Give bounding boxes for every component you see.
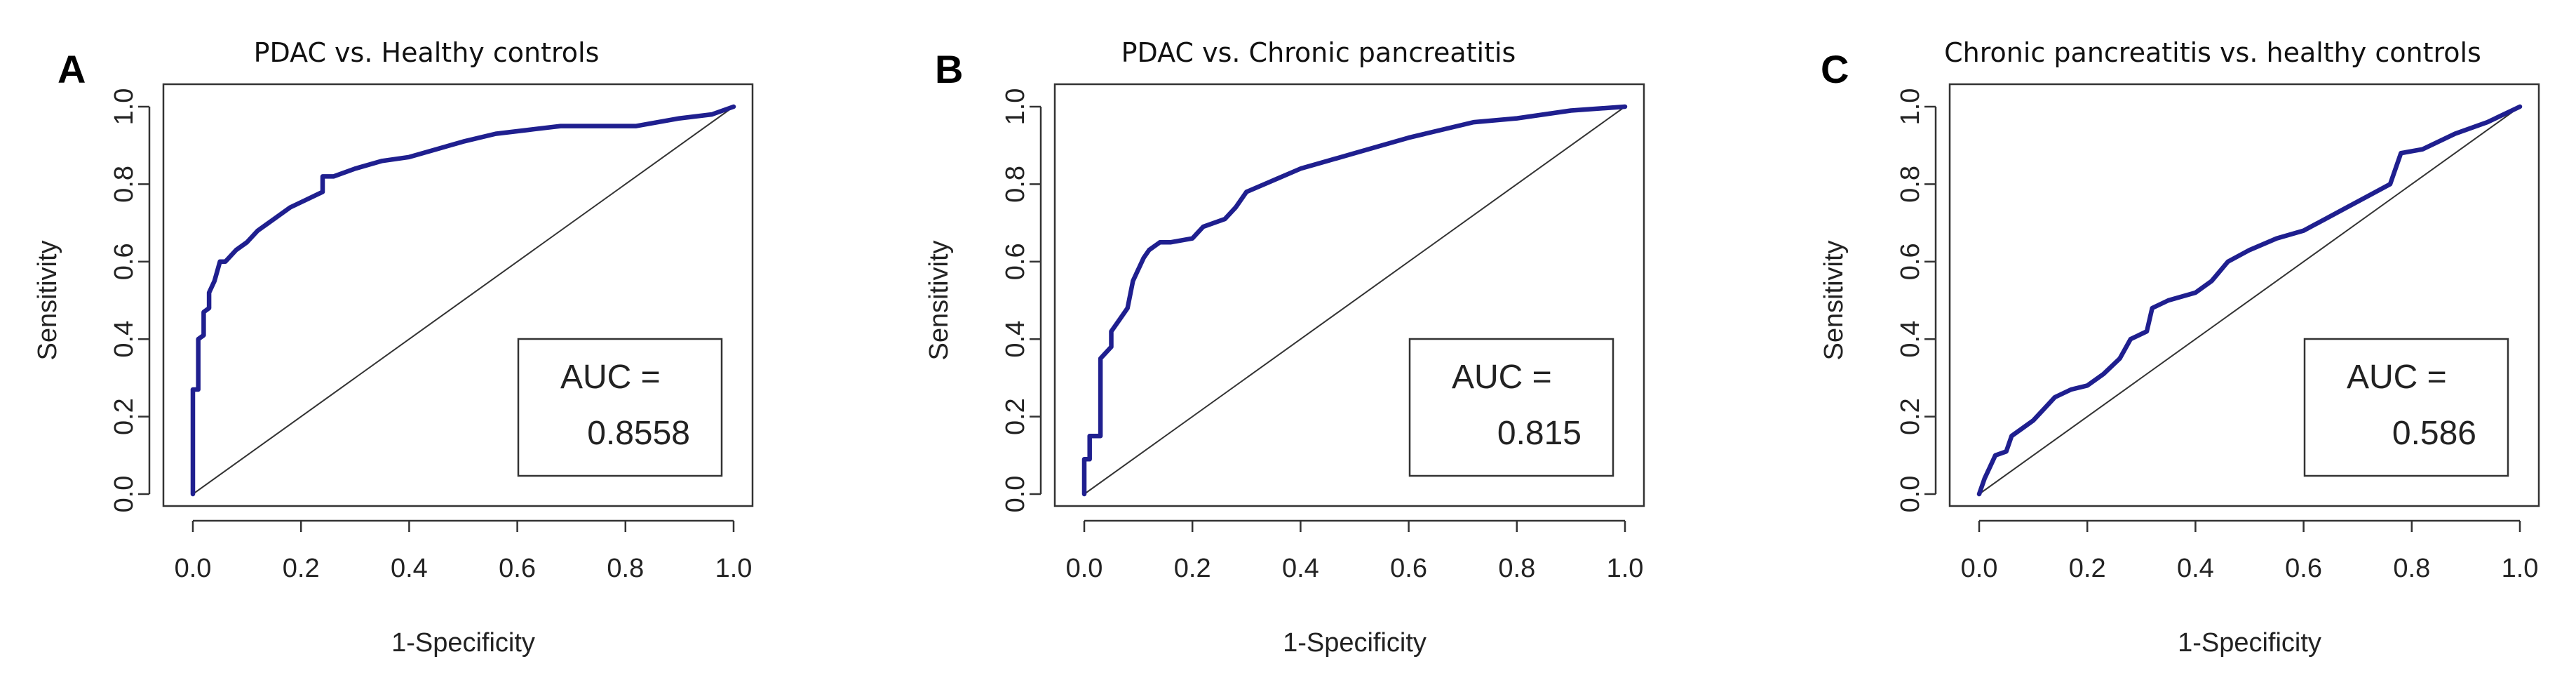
reference-diagonal	[1084, 106, 1626, 495]
plot-frame	[1053, 83, 1645, 507]
x-tick-label: 0.2	[1174, 554, 1211, 583]
panel-letter: C	[1821, 47, 1849, 91]
plot-frame	[1948, 83, 2540, 507]
y-tick-label: 0.6	[1896, 243, 1925, 280]
y-tick-label: 0.4	[1896, 321, 1925, 358]
x-axis-label: 1-Specificity	[391, 628, 535, 658]
x-axis-label: 1-Specificity	[1283, 628, 1427, 658]
roc-panel-b: B PDAC vs. Chronic pancreatitis 0.0 0.2 0.4 0…	[924, 37, 1645, 658]
x-tick-label: 0.0	[1961, 554, 1998, 583]
y-tick-label: 0.2	[109, 398, 139, 435]
auc-box	[517, 338, 723, 477]
auc-box	[2303, 338, 2509, 477]
x-tick-label: 0.6	[2285, 554, 2322, 583]
y-tick-label: 0.0	[1001, 476, 1030, 513]
chart-title: Chronic pancreatitis vs. healthy control…	[1944, 37, 2481, 68]
roc-curve	[1081, 104, 1628, 497]
auc-label: AUC =	[1452, 359, 1552, 396]
y-tick-label: 0.6	[109, 243, 139, 280]
x-tick-label: 0.2	[283, 554, 320, 583]
x-tick-label: 0.0	[1066, 554, 1103, 583]
reference-diagonal	[192, 106, 734, 495]
y-tick-label: 0.0	[109, 476, 139, 513]
auc-box	[1408, 338, 1614, 477]
x-tick-label: 0.4	[391, 554, 428, 583]
y-tick-label: 0.2	[1001, 398, 1030, 435]
auc-value: 0.815	[1497, 415, 1582, 452]
y-tick-label: 0.2	[1896, 398, 1925, 435]
auc-label: AUC =	[560, 359, 661, 396]
chart-title: PDAC vs. Chronic pancreatitis	[1121, 37, 1516, 68]
y-axis-label: Sensitivity	[33, 240, 62, 360]
y-tick-label: 0.8	[1001, 166, 1030, 203]
x-tick-label: 0.8	[607, 554, 644, 583]
y-tick-label: 1.0	[1896, 88, 1925, 126]
panel-letter: B	[935, 47, 963, 91]
x-tick-label: 1.0	[1607, 554, 1644, 583]
roc-panel-c: C Chronic pancreatitis vs. healthy contro…	[1819, 37, 2540, 658]
y-tick-label: 1.0	[1001, 88, 1030, 126]
y-tick-label: 1.0	[109, 88, 139, 126]
x-tick-label: 0.2	[2069, 554, 2106, 583]
reference-diagonal	[1978, 106, 2521, 495]
chart-title: PDAC vs. Healthy controls	[254, 37, 600, 68]
y-tick-label: 0.6	[1001, 243, 1030, 280]
auc-label: AUC =	[2347, 359, 2447, 396]
y-axis-label: Sensitivity	[924, 240, 954, 360]
x-tick-label: 0.8	[1498, 554, 1535, 583]
auc-value: 0.586	[2392, 415, 2476, 452]
x-tick-label: 0.0	[175, 554, 212, 583]
y-tick-label: 0.8	[109, 166, 139, 203]
y-tick-label: 0.0	[1896, 476, 1925, 513]
x-tick-label: 1.0	[715, 554, 753, 583]
x-tick-label: 1.0	[2502, 554, 2539, 583]
x-axis-label: 1-Specificity	[2178, 628, 2321, 658]
auc-value: 0.8558	[587, 415, 690, 452]
y-tick-label: 0.4	[109, 321, 139, 358]
y-axis-label: Sensitivity	[1819, 240, 1849, 360]
x-tick-label: 0.8	[2393, 554, 2430, 583]
x-tick-label: 0.6	[499, 554, 536, 583]
panel-letter: A	[58, 47, 86, 91]
x-tick-label: 0.4	[2177, 554, 2214, 583]
plot-frame	[162, 83, 754, 507]
y-tick-label: 0.4	[1001, 321, 1030, 358]
roc-curve	[1976, 104, 2523, 497]
x-tick-label: 0.4	[1282, 554, 1319, 583]
x-tick-label: 0.6	[1390, 554, 1427, 583]
roc-panel-a: A PDAC vs. Healthy controls 0.0 0.2 0.4 0.6 0.…	[33, 37, 754, 658]
y-tick-label: 0.8	[1896, 166, 1925, 203]
roc-curve	[190, 104, 736, 497]
